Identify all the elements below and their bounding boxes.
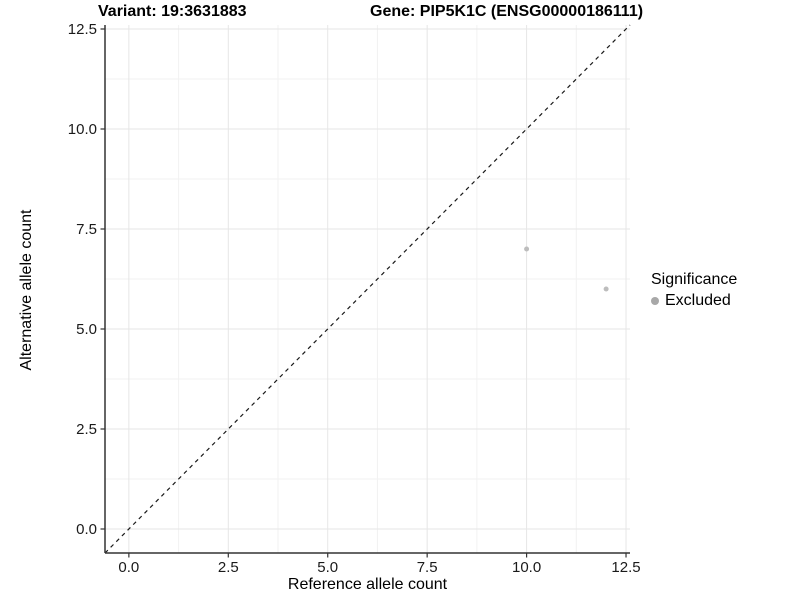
x-tick-label: 7.5 bbox=[417, 559, 438, 576]
x-tick-label: 10.0 bbox=[512, 559, 541, 576]
x-tick-label: 5.0 bbox=[317, 559, 338, 576]
legend-title: Significance bbox=[651, 271, 738, 288]
y-tick-label: 12.5 bbox=[68, 21, 97, 38]
legend-point-icon bbox=[651, 297, 659, 305]
x-tick-label: 2.5 bbox=[218, 559, 239, 576]
y-tick-label: 2.5 bbox=[76, 421, 97, 438]
plot-title-variant: Variant: 19:3631883 bbox=[98, 3, 247, 20]
data-point-excluded bbox=[603, 286, 609, 292]
plot-title-gene: Gene: PIP5K1C (ENSG00000186111) bbox=[370, 3, 644, 20]
legend: Significance Excluded bbox=[651, 271, 737, 310]
y-tick-label: 5.0 bbox=[76, 321, 97, 338]
y-axis-label: Alternative allele count bbox=[18, 209, 35, 371]
x-tick-label: 12.5 bbox=[611, 559, 640, 576]
y-tick-label: 10.0 bbox=[68, 121, 97, 138]
y-tick-label: 7.5 bbox=[76, 221, 97, 238]
identity-reference-line bbox=[104, 24, 631, 554]
x-tick-label: 0.0 bbox=[118, 559, 139, 576]
legend-entry-excluded: Excluded bbox=[651, 292, 737, 310]
x-axis-label: Reference allele count bbox=[287, 576, 448, 593]
data-point-excluded bbox=[524, 246, 530, 252]
y-tick-label: 0.0 bbox=[76, 521, 97, 538]
legend-entry-label: Excluded bbox=[665, 292, 731, 309]
